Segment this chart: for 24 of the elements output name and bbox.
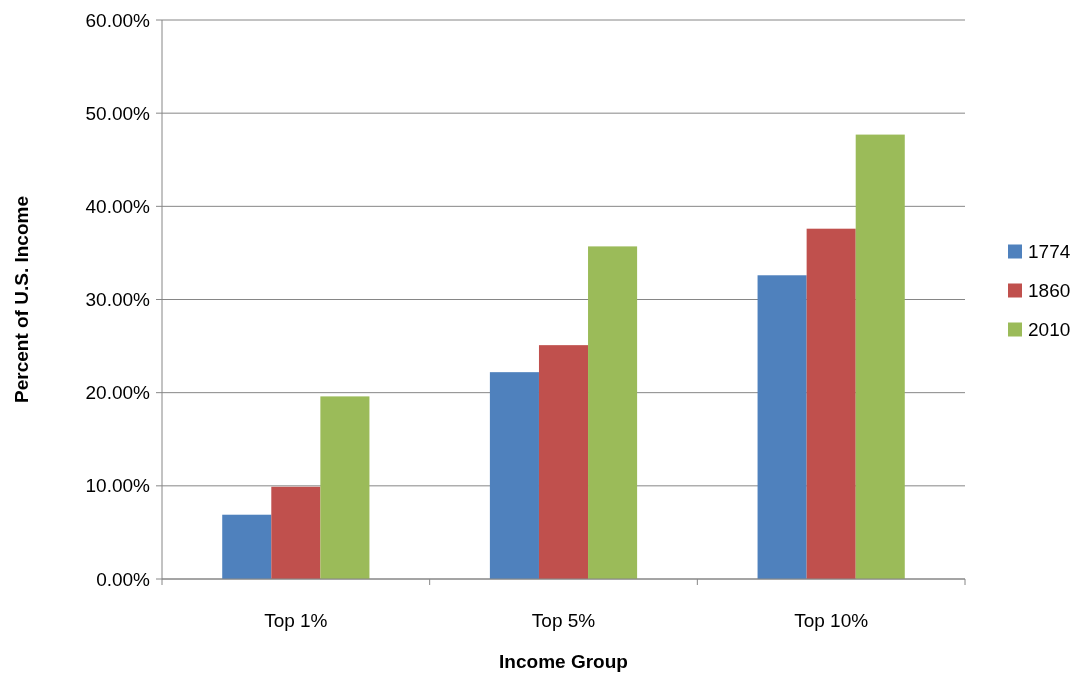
bar bbox=[806, 228, 856, 579]
y-tick-label: 30.00% bbox=[85, 289, 151, 311]
y-axis-title: Percent of U.S. Income bbox=[11, 196, 32, 403]
legend-label: 1774 bbox=[1028, 241, 1071, 263]
bar bbox=[489, 372, 539, 579]
bar bbox=[588, 246, 638, 579]
x-tick-label: Top 10% bbox=[794, 610, 869, 631]
bar bbox=[271, 486, 321, 579]
x-axis-title: Income Group bbox=[499, 651, 628, 672]
y-tick-label: 40.00% bbox=[85, 195, 151, 217]
legend-label: 1860 bbox=[1028, 280, 1071, 302]
y-tick-label: 50.00% bbox=[85, 102, 151, 124]
bar bbox=[222, 514, 272, 579]
bar bbox=[538, 345, 589, 579]
bar bbox=[855, 134, 905, 579]
y-tick-label: 10.00% bbox=[85, 475, 151, 497]
y-tick-label: 20.00% bbox=[85, 382, 151, 404]
x-tick-label: Top 5% bbox=[531, 610, 596, 631]
y-tick-label: 0.00% bbox=[96, 568, 151, 590]
x-tick-label: Top 1% bbox=[264, 610, 328, 631]
bar bbox=[320, 396, 370, 579]
bar bbox=[757, 275, 807, 579]
legend-label: 2010 bbox=[1028, 319, 1071, 341]
y-tick-label: 60.00% bbox=[85, 9, 151, 31]
